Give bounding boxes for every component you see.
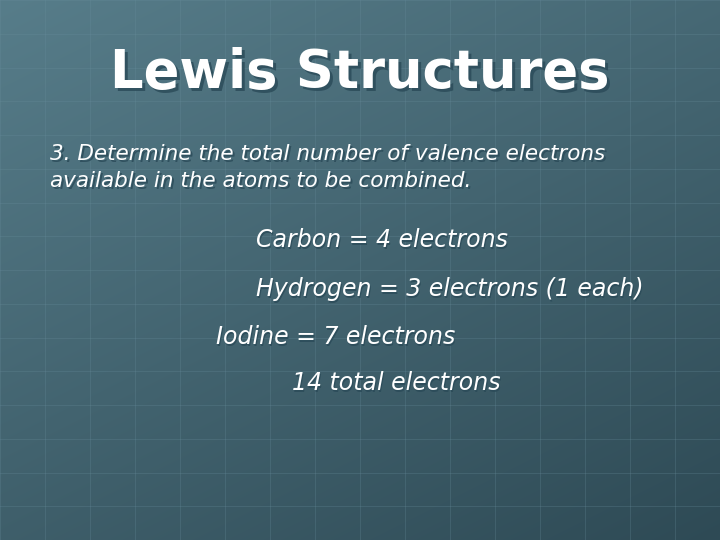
Text: Hydrogen = 3 electrons (1 each): Hydrogen = 3 electrons (1 each)	[256, 277, 643, 301]
Text: available in the atoms to be combined.: available in the atoms to be combined.	[52, 172, 473, 193]
Text: Hydrogen = 3 electrons (1 each): Hydrogen = 3 electrons (1 each)	[257, 279, 644, 302]
Text: 3. Determine the total number of valence electrons: 3. Determine the total number of valence…	[50, 144, 606, 164]
Text: available in the atoms to be combined.: available in the atoms to be combined.	[50, 171, 472, 191]
Text: Iodine = 7 electrons: Iodine = 7 electrons	[217, 327, 456, 351]
Text: Iodine = 7 electrons: Iodine = 7 electrons	[216, 326, 455, 349]
Text: Lewis Structures: Lewis Structures	[110, 47, 610, 99]
Text: Lewis Structures: Lewis Structures	[113, 50, 613, 102]
Text: 14 total electrons: 14 total electrons	[292, 372, 500, 395]
Text: 3. Determine the total number of valence electrons: 3. Determine the total number of valence…	[52, 145, 607, 166]
Text: Carbon = 4 electrons: Carbon = 4 electrons	[257, 230, 509, 254]
Text: Carbon = 4 electrons: Carbon = 4 electrons	[256, 228, 508, 252]
Text: 14 total electrons: 14 total electrons	[293, 373, 502, 397]
